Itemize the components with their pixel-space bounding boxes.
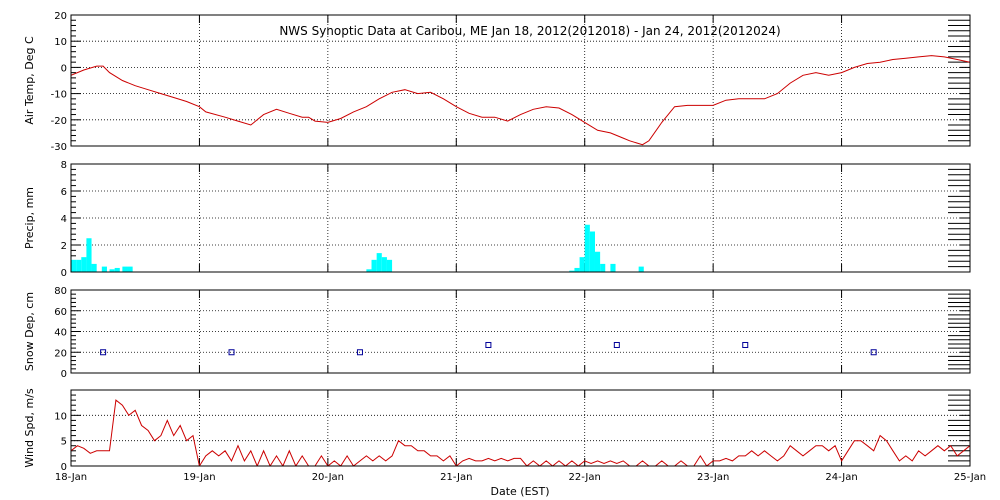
precip-bar	[381, 257, 387, 272]
panel-frame	[70, 389, 971, 467]
series-snowdepth	[100, 341, 877, 356]
chart-title: NWS Synoptic Data at Caribou, ME Jan 18,…	[279, 24, 780, 38]
panel-frame	[70, 163, 971, 273]
y-tick-label: 2	[61, 241, 67, 252]
precip-bar	[371, 259, 377, 272]
x-tick-label: 22-Jan	[569, 472, 601, 483]
precip-bar	[579, 257, 585, 272]
precip-bar	[569, 270, 575, 272]
series-windspd	[71, 399, 970, 466]
snow-depth-point	[356, 349, 363, 356]
panel-snowdepth: 0 20 40 60 80 Snow Dep, cm	[23, 286, 971, 380]
y-tick-label: -30	[51, 142, 67, 153]
snow-depth-point	[100, 349, 107, 356]
panel-precip: 0 2 4 6 8 Precip, mm	[23, 160, 971, 279]
snow-depth-point	[870, 349, 877, 356]
airtemp-line	[71, 55, 970, 146]
precip-bar	[638, 266, 644, 272]
panel-windspd: 0 5 10 Wind Spd, m/s	[23, 388, 971, 473]
snow-depth-point	[228, 349, 235, 356]
precip-bar	[386, 259, 393, 272]
x-tick-label: 21-Jan	[440, 472, 472, 483]
precip-bar	[76, 259, 82, 272]
y-tick-label: 40	[54, 328, 67, 339]
snow-depth-point	[742, 341, 749, 348]
x-tick-labels: 18-Jan 19-Jan 20-Jan 21-Jan 22-Jan 23-Jan 24-J…	[55, 472, 986, 483]
y-tick-label: 0	[61, 268, 67, 279]
y-axis-title-snowdepth: Snow Dep, cm	[23, 292, 36, 371]
precip-bar	[122, 266, 128, 272]
y-tick-label: 0	[61, 369, 67, 380]
precip-bar	[91, 263, 97, 272]
x-tick-label: 25-Jan	[954, 472, 986, 483]
y-tick-label: 4	[61, 214, 67, 225]
precip-bar	[101, 266, 107, 272]
precip-bar	[376, 253, 382, 272]
precip-bar	[109, 269, 115, 272]
panel-frame	[70, 289, 971, 374]
y-axis-title-windspd: Wind Spd, m/s	[23, 388, 36, 468]
series-precip	[71, 224, 644, 272]
y-tick-label: -20	[51, 116, 67, 127]
precip-bar	[589, 231, 595, 272]
y-tick-label: 20	[54, 11, 67, 22]
x-tick-label: 20-Jan	[312, 472, 344, 483]
y-tick-label: 20	[54, 348, 67, 359]
x-tick-label: 23-Jan	[697, 472, 729, 483]
precip-bar	[366, 269, 372, 272]
y-tick-label: 5	[61, 437, 67, 448]
precip-bar	[610, 263, 616, 272]
precip-bar	[114, 267, 120, 272]
y-tick-label: 80	[54, 286, 67, 297]
x-tick-label: 19-Jan	[183, 472, 215, 483]
y-tick-label: 10	[54, 37, 67, 48]
precip-bar	[71, 259, 77, 272]
y-tick-label: 8	[61, 160, 67, 171]
panel-frame	[70, 14, 971, 147]
precip-bar	[81, 257, 87, 272]
precip-bar	[594, 251, 601, 272]
snow-depth-point	[485, 341, 492, 348]
y-tick-label: 60	[54, 307, 67, 318]
y-tick-label: 6	[61, 187, 67, 198]
y-tick-label: -10	[51, 90, 67, 101]
y-tick-label: 10	[54, 411, 67, 422]
x-tick-label: 18-Jan	[55, 472, 87, 483]
precip-bar	[584, 224, 590, 272]
y-axis-title-precip: Precip, mm	[23, 187, 36, 249]
windspd-line	[71, 399, 970, 466]
x-tick-label: 24-Jan	[825, 472, 857, 483]
chart-panels: -30 -20 -10 0 10 20 Air Temp, Deg C 0 2 4 6 8 Precip…	[23, 11, 971, 473]
precip-bar	[86, 238, 92, 272]
precip-bar	[574, 267, 580, 272]
panel-airtemp: -30 -20 -10 0 10 20 Air Temp, Deg C	[23, 11, 971, 153]
x-axis-title: Date (EST)	[490, 485, 549, 498]
precip-bar	[600, 263, 606, 272]
y-axis-title-airtemp: Air Temp, Deg C	[23, 36, 36, 125]
series-airtemp	[71, 55, 970, 146]
precip-bar	[127, 266, 133, 272]
y-tick-label: 0	[61, 63, 67, 74]
snow-depth-point	[613, 341, 620, 348]
y-tick-label: 0	[61, 462, 67, 473]
